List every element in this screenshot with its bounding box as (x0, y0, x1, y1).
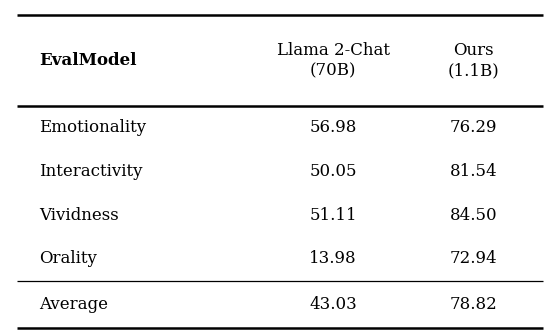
Text: Average: Average (39, 296, 108, 312)
Text: Interactivity: Interactivity (39, 163, 143, 180)
Text: 43.03: 43.03 (309, 296, 357, 312)
Text: 84.50: 84.50 (449, 207, 497, 223)
Text: 13.98: 13.98 (309, 250, 357, 267)
Text: 72.94: 72.94 (449, 250, 497, 267)
Text: 56.98: 56.98 (310, 119, 357, 136)
Text: Emotionality: Emotionality (39, 119, 146, 136)
Text: Orality: Orality (39, 250, 97, 267)
Text: Ours
(1.1B): Ours (1.1B) (447, 42, 499, 79)
Text: 50.05: 50.05 (310, 163, 357, 180)
Text: Vividness: Vividness (39, 207, 119, 223)
Text: Llama 2-Chat
(70B): Llama 2-Chat (70B) (277, 42, 390, 79)
Text: EvalModel: EvalModel (39, 52, 137, 69)
Text: 78.82: 78.82 (449, 296, 497, 312)
Text: 81.54: 81.54 (449, 163, 497, 180)
Text: 76.29: 76.29 (450, 119, 497, 136)
Text: 51.11: 51.11 (309, 207, 357, 223)
